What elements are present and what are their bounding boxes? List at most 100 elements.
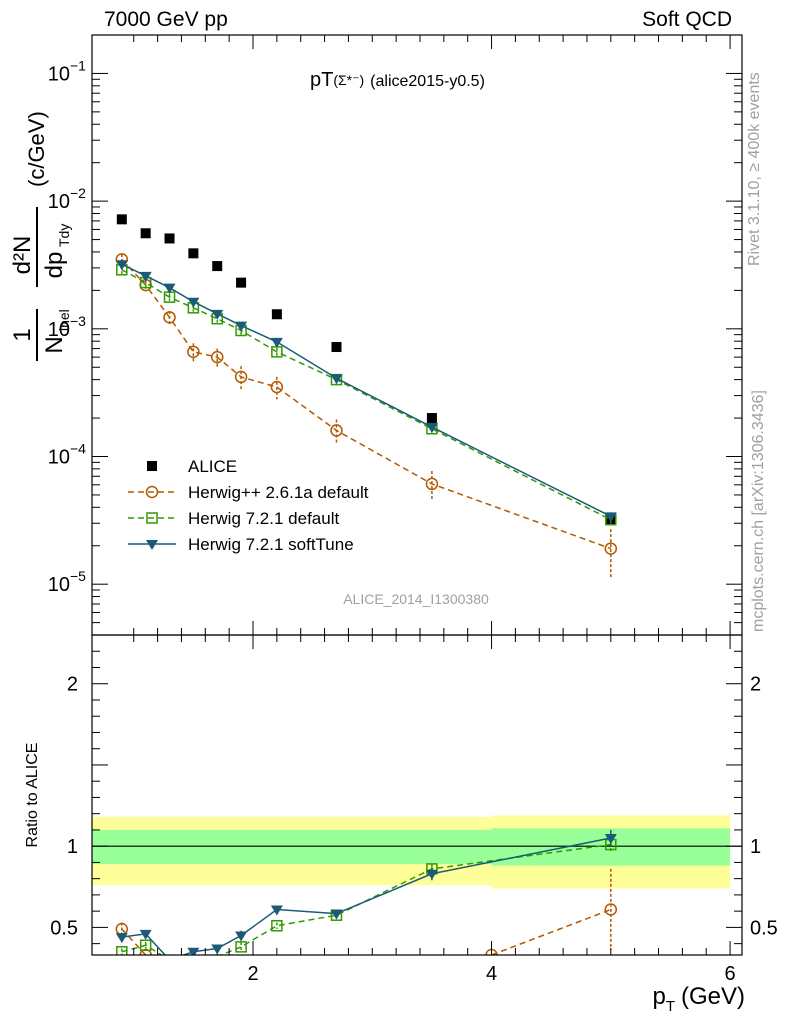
main-series-1-point-4 [210,350,224,364]
main-series-3-point-9 [604,512,617,523]
main-y-tick-exp-4: −1 [70,57,86,73]
ratio-series-2-line [121,837,611,955]
legend-entry-1: Herwig++ 2.6.1a default [128,483,369,502]
ratio-series-1-point-0 [116,946,128,955]
legend: ALICE Herwig++ 2.6.1a default Herwig 7.2.1… [128,457,369,554]
ratio-series-1-point-6 [271,920,283,932]
main-y-tick-exp-1: −4 [70,441,86,457]
main-y-tick-label-2: 10 [48,319,70,341]
side-label-mcplots: mcplots.cern.ch [arXiv:1306.3436] [750,390,767,632]
main-plot-title: pT(Σ*⁻) (alice2015-y0.5) [310,69,485,91]
ylabel-unit: (c/GeV) [24,111,49,187]
ratio-series-0-point-1 [139,948,152,955]
legend-entry-2-label: Herwig 7.2.1 default [188,509,339,528]
main-series-3-point-4 [211,309,224,320]
header-beam-label: 7000 GeV pp [104,8,228,31]
title-main: pT [310,69,333,91]
main-series-1-point-9 [604,542,618,555]
main-y-tick-label-1: 10 [48,447,70,469]
legend-entry-3-marker [146,540,158,550]
main-series-1-point-5 [234,370,248,384]
axis-tick-labels: 2 4 610−510−410−310−210 −10.5 0.51 12 2 [48,57,778,985]
x-tick-label-0: 2 [247,963,258,985]
ratio-series-2-point-3 [187,947,200,955]
legend-entry-3-label: Herwig 7.2.1 softTune [188,535,354,554]
main-series-0-point-5 [236,277,247,288]
main-series-2-line [121,269,612,521]
main-plot-series [115,214,618,579]
ratio-y-tick-label-left-2: 2 [67,674,78,696]
main-series-1-line [121,258,612,550]
ratio-series-0-point-4 [604,903,618,916]
header-category-label: Soft QCD [642,8,732,31]
main-y-tick-exp-0: −5 [70,568,86,584]
ratio-y-tick-label-left-0: 0.5 [50,917,78,939]
main-y-tick-exp-2: −3 [70,313,86,329]
ratio-series-2-point-9 [604,834,617,845]
main-series-3-point-0 [115,260,128,271]
ratio-series-2-point-0 [115,933,128,944]
ratio-y-tick-label-left-1: 1 [67,836,78,858]
main-series-0-point-3 [188,248,199,259]
main-series-3-point-8 [425,423,438,434]
ratio-y-tick-label-right-0: 0.5 [750,917,778,939]
main-series-0-point-6 [271,309,282,320]
ratio-series-2-point-7 [330,909,343,920]
legend-entry-0-marker [147,461,157,471]
main-series-1-point-3 [187,345,200,359]
ratio-y-axis-label: Ratio to ALICE [24,743,41,848]
main-series-3 [115,260,617,523]
ratio-band-1-segment-0 [92,829,492,865]
ratio-series-2-point-4 [211,944,224,955]
x-tick-label-1: 4 [486,963,497,985]
ratio-series-2-point-1 [139,929,152,940]
xlabel-sub: T [666,998,675,1015]
ratio-y-tick-label-right-2: 2 [750,674,761,696]
ylabel-frac1-den-sub: inel [56,309,72,331]
legend-entry-0: ALICE [147,457,237,476]
legend-entry-2: Herwig 7.2.1 default [128,509,339,528]
legend-entry-0-label: ALICE [188,457,237,476]
ratio-series-0-line [121,908,612,955]
ratio-series-2-point-6 [270,905,283,916]
main-y-tick-label-4: 10 [48,63,70,85]
ratio-series-1-point-1 [139,939,152,952]
x-axis-label: pT (GeV) [652,983,745,1015]
ratio-uncertainty-bands [92,815,731,889]
main-series-0-point-2 [164,233,175,244]
legend-entry-1-marker [145,485,159,499]
main-y-tick-label-0: 10 [48,574,70,596]
axis-ticks [92,34,742,955]
main-series-1-point-8 [425,477,439,491]
main-series-1-point-6 [270,380,284,394]
main-series-3-point-1 [139,271,152,282]
main-series-1 [115,253,618,579]
main-series-0-point-0 [116,214,127,225]
xlabel-main: p [652,983,665,1010]
ylabel-frac2-den-sub: Tdy [56,224,72,247]
xlabel-unit: (GeV) [681,983,745,1010]
main-series-0-point-1 [140,228,151,239]
ratio-plot-frame [91,634,743,956]
main-series-3-point-3 [187,297,200,308]
main-series-0-point-7 [331,342,342,353]
ratio-series-2 [115,829,617,955]
legend-entry-2-marker [146,512,158,524]
main-y-tick-label-3: 10 [48,191,70,213]
side-label-rivet: Rivet 3.1.10, ≥ 400k events [746,72,763,266]
ylabel-frac2-den: dp [41,252,68,279]
main-series-3-point-6 [270,337,283,348]
x-tick-label-2: 6 [725,963,736,985]
ratio-series-1-point-5 [235,941,247,953]
analysis-tag: ALICE_2014_I1300380 [343,591,489,607]
main-series-3-line [121,263,612,517]
title-tag: (alice2015-y0.5) [370,73,485,90]
main-y-tick-exp-3: −2 [70,185,86,201]
ratio-series-2-point-8 [425,869,438,880]
ylabel-frac1-den: N [41,336,68,353]
main-series-0-point-8 [426,413,437,424]
ylabel-frac2-num: d²N [9,236,36,275]
main-series-1-point-7 [330,424,343,437]
legend-entry-1-label: Herwig++ 2.6.1a default [188,483,369,502]
